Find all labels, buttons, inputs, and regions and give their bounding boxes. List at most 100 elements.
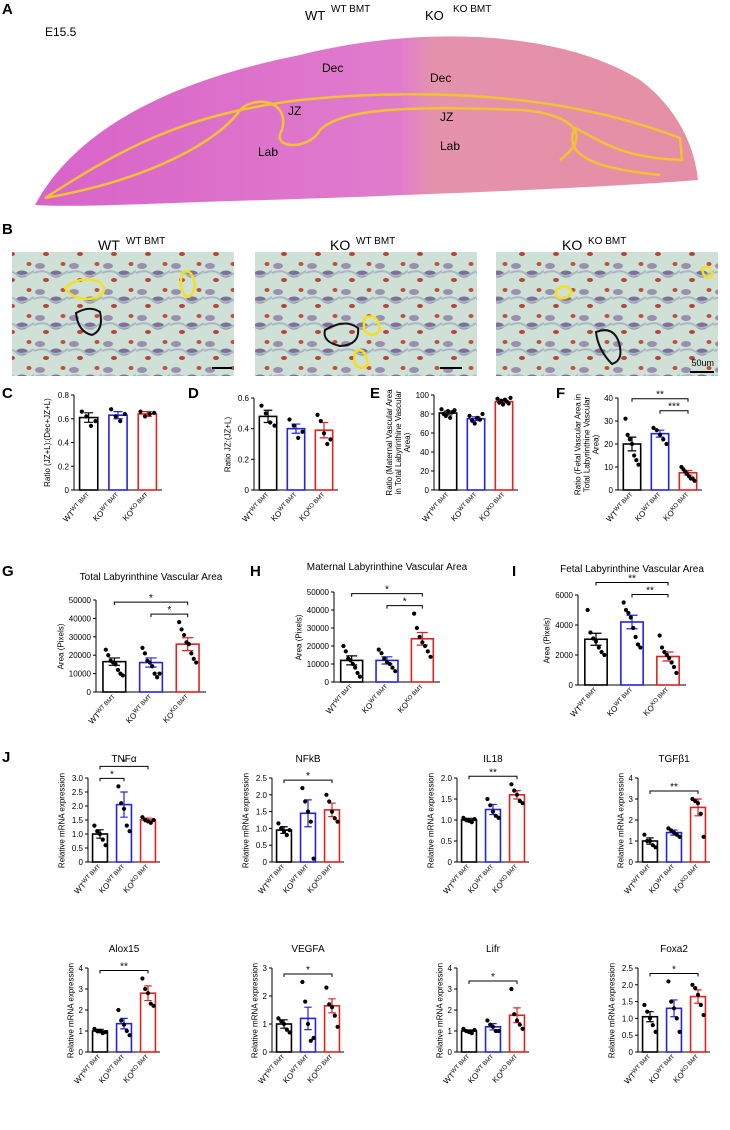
- x-tick-label: WTWT BMT: [241, 492, 273, 524]
- data-point: [653, 1029, 658, 1034]
- data-point: [284, 1027, 289, 1032]
- category-superscript: WT BMT: [105, 864, 126, 885]
- y-axis-label: Ratio (Maternal Vascular Area in Total L…: [385, 389, 413, 496]
- data-point: [693, 986, 698, 991]
- data-point: [145, 991, 151, 996]
- bar: [137, 413, 158, 491]
- data-point: [121, 806, 127, 811]
- bar: [175, 643, 200, 693]
- category-superscript: WT BMT: [613, 492, 634, 513]
- y-tick-label: 4: [79, 964, 84, 973]
- data-point: [93, 419, 98, 424]
- data-point: [311, 856, 316, 861]
- panel-letter: B: [2, 221, 13, 238]
- significance-label: *: [149, 593, 153, 604]
- significance-label: **: [670, 782, 678, 793]
- data-point: [428, 654, 433, 659]
- significance-bracket: [659, 410, 689, 414]
- data-point: [284, 833, 289, 838]
- y-tick-label: 0: [425, 486, 430, 495]
- significance-bracket: [649, 972, 699, 977]
- data-point: [279, 1019, 284, 1024]
- data-point: [154, 675, 160, 680]
- category-superscript: WT BMT: [81, 864, 102, 885]
- x-tick-label: KOWT BMT: [605, 687, 636, 718]
- data-point: [332, 816, 337, 821]
- data-point: [355, 670, 360, 676]
- data-point: [321, 431, 327, 436]
- region-outline: [44, 92, 684, 200]
- data-point: [674, 670, 679, 676]
- data-point: [186, 642, 191, 647]
- data-point: [152, 671, 157, 676]
- significance-bracket: [283, 973, 333, 977]
- group-superscript: WT BMT: [331, 4, 370, 15]
- data-point: [636, 462, 641, 467]
- data-point: [138, 409, 143, 414]
- data-point: [181, 632, 187, 638]
- y-axis-label: Ratio JZ:(JZ+L): [223, 416, 233, 472]
- significance-label: **: [628, 574, 636, 585]
- category-superscript: WT BMT: [655, 1054, 676, 1075]
- data-point: [472, 817, 477, 822]
- data-point: [116, 784, 121, 789]
- y-axis-label: Relative mRNA expression: [607, 962, 617, 1058]
- y-tick-label: 1.5: [441, 795, 453, 804]
- y-tick-label: 20: [420, 467, 429, 476]
- y-axis-label: Relative mRNA expression: [57, 772, 67, 868]
- bar: [139, 819, 157, 863]
- data-point: [467, 413, 472, 418]
- data-point: [445, 409, 451, 414]
- data-point: [140, 976, 145, 981]
- data-point: [296, 435, 301, 440]
- y-tick-label: 2.5: [622, 964, 634, 973]
- region-label: Lab: [440, 139, 460, 153]
- chart-title: Maternal Labyrinthine Vascular Area: [307, 562, 468, 573]
- y-tick-label: 30000: [69, 633, 92, 642]
- vessel-outline: [63, 265, 714, 370]
- data-point: [124, 1028, 129, 1034]
- significance-label: ***: [668, 402, 680, 413]
- image-superscript: WT BMT: [356, 236, 395, 247]
- category-superscript: WT BMT: [105, 1054, 126, 1075]
- significance-label: **: [646, 586, 654, 597]
- y-tick-label: 0: [629, 1048, 634, 1057]
- data-point: [621, 600, 626, 605]
- category-superscript: KO BMT: [129, 492, 150, 513]
- data-point: [514, 1018, 520, 1023]
- category-superscript: WT BMT: [99, 492, 120, 513]
- category-superscript: WT BMT: [265, 864, 286, 885]
- significance-label: **: [656, 390, 664, 401]
- y-tick-label: 10000: [69, 670, 92, 679]
- significance-label: **: [489, 767, 497, 778]
- y-tick-label: 4: [629, 774, 634, 783]
- chart-title: NFkB: [296, 754, 321, 765]
- data-point: [490, 1024, 496, 1029]
- chart-title: Fetal Labyrinthine Vascular Area: [560, 564, 704, 575]
- data-point: [179, 627, 184, 632]
- data-point: [382, 656, 387, 661]
- y-axis-label: Relative mRNA expression: [435, 962, 445, 1058]
- bar: [466, 417, 486, 491]
- data-point: [147, 660, 152, 665]
- data-point: [143, 986, 148, 992]
- data-point: [472, 421, 477, 426]
- y-tick-label: 0: [609, 486, 614, 495]
- significance-label: *: [122, 757, 126, 768]
- category-superscript: WT BMT: [474, 1054, 495, 1075]
- data-point: [276, 821, 281, 826]
- category-superscript: WT BMT: [577, 687, 598, 708]
- y-tick-label: 1.0: [72, 830, 84, 839]
- y-tick-label: 40000: [69, 614, 92, 623]
- x-tick-label: KOKO BMT: [672, 1054, 703, 1085]
- data-point: [329, 1005, 335, 1010]
- region-label: Lab: [258, 145, 278, 159]
- y-tick-label: 0: [87, 688, 92, 697]
- x-tick-label: KOKO BMT: [122, 864, 153, 895]
- y-tick-label: 10: [604, 463, 613, 472]
- y-tick-label: 0: [448, 858, 453, 867]
- y-tick-label: 1: [629, 837, 634, 846]
- significance-label: **: [120, 962, 128, 973]
- y-tick-label: 3: [263, 964, 268, 973]
- data-point: [669, 999, 674, 1004]
